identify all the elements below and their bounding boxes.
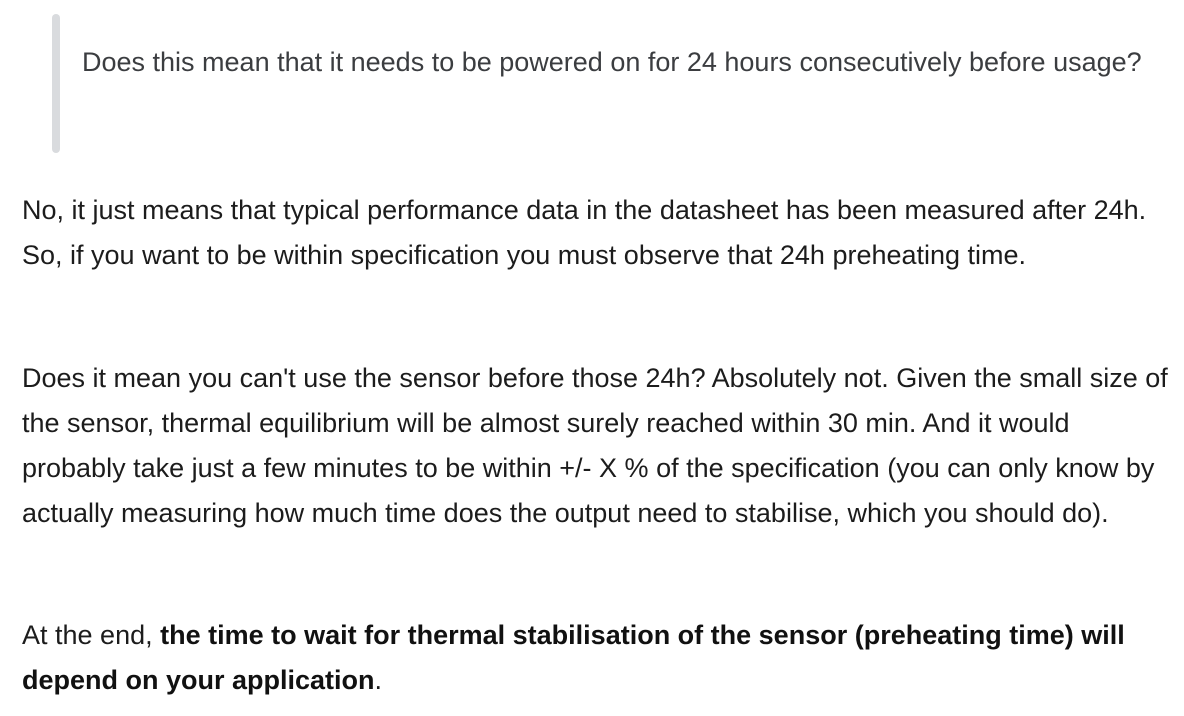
answer-paragraph-3-bold: the time to wait for thermal stabilisati… [22, 620, 1125, 695]
blockquote-text: Does this mean that it needs to be power… [82, 47, 1142, 77]
answer-paragraph-3-suffix: . [374, 665, 383, 695]
answer-paragraph-3-prefix: At the end, [22, 620, 161, 650]
blockquote-bar [52, 14, 60, 153]
answer-paragraph-2: Does it mean you can't use the sensor be… [22, 363, 1168, 528]
answer-paragraph-3: At the end, the time to wait for thermal… [22, 613, 1172, 703]
blockquote: Does this mean that it needs to be power… [52, 14, 1152, 154]
answer-paragraph-1: No, it just means that typical performan… [22, 195, 1147, 270]
